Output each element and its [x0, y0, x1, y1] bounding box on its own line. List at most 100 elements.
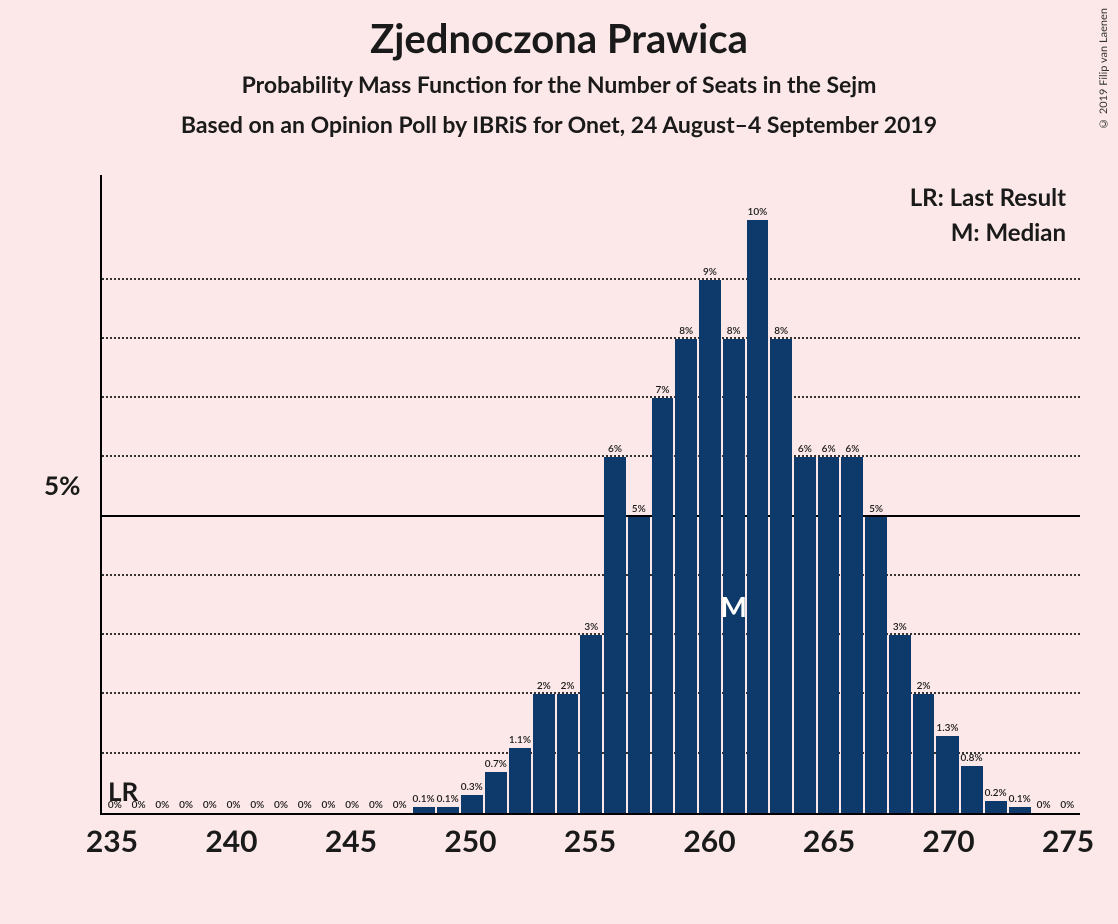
x-tick-label: 270 — [922, 823, 974, 859]
bar-seat-259: 8% — [675, 325, 697, 813]
bar-seat-258: 7% — [652, 384, 674, 813]
bar-value-label: 0% — [345, 799, 359, 811]
bar-value-label: 1.3% — [936, 722, 958, 734]
bar-value-label: 3% — [893, 621, 907, 633]
bar-rect — [913, 694, 935, 813]
bar-seat-265: 6% — [818, 443, 840, 813]
x-axis: 235240245250255260265270275 — [100, 815, 1080, 875]
lr-marker: LR — [108, 775, 138, 807]
chart-titles: Zjednoczona Prawica Probability Mass Fun… — [0, 0, 1118, 138]
bar-seat-273: 0.1% — [1009, 793, 1031, 813]
bar-rect — [985, 801, 1007, 813]
bar-rect — [818, 457, 840, 813]
bar-seat-246: 0% — [365, 799, 387, 813]
bar-seat-274: 0% — [1033, 799, 1055, 813]
bar-seat-261: 8%M — [723, 325, 745, 813]
bar-rect — [485, 772, 507, 813]
bar-seat-257: 5% — [628, 503, 650, 813]
bar-seat-241: 0% — [246, 799, 268, 813]
bar-seat-248: 0.1% — [413, 793, 435, 813]
x-tick-label: 275 — [1042, 823, 1094, 859]
bar-seat-263: 8% — [770, 325, 792, 813]
bar-rect — [1009, 807, 1031, 813]
bar-seat-250: 0.3% — [461, 781, 483, 813]
bar-rect — [652, 398, 674, 813]
title-main: Zjednoczona Prawica — [0, 14, 1118, 62]
bar-seat-251: 0.7% — [485, 758, 507, 813]
bar-value-label: 0% — [393, 799, 407, 811]
bar-seat-255: 3% — [580, 621, 602, 813]
bar-value-label: 0.1% — [1009, 793, 1031, 805]
bar-seat-244: 0% — [318, 799, 340, 813]
bar-rect — [841, 457, 863, 813]
bar-seat-272: 0.2% — [985, 787, 1007, 813]
x-tick-label: 255 — [564, 823, 616, 859]
bar-value-label: 3% — [584, 621, 598, 633]
plot-area: LR: Last Result M: Median 5% 0%0%0%0%0%0… — [100, 175, 1080, 815]
bar-value-label: 2% — [917, 680, 931, 692]
bar-value-label: 0% — [203, 799, 217, 811]
bar-rect — [628, 517, 650, 813]
bar-value-label: 0% — [369, 799, 383, 811]
bar-value-label: 0% — [179, 799, 193, 811]
bar-rect — [557, 694, 579, 813]
bar-value-label: 0% — [1037, 799, 1051, 811]
bar-value-label: 1.1% — [509, 734, 531, 746]
bar-seat-243: 0% — [294, 799, 316, 813]
bar-rect — [936, 736, 958, 813]
bar-value-label: 0% — [1060, 799, 1074, 811]
bar-seat-268: 3% — [889, 621, 911, 813]
bar-value-label: 5% — [632, 503, 646, 515]
bar-seat-271: 0.8% — [961, 752, 983, 813]
bar-seat-269: 2% — [913, 680, 935, 813]
x-tick-label: 265 — [803, 823, 855, 859]
bar-seat-253: 2% — [533, 680, 555, 813]
bar-value-label: 9% — [703, 266, 717, 278]
bar-seat-238: 0% — [175, 799, 197, 813]
copyright-text: © 2019 Filip van Laenen — [1097, 8, 1110, 130]
bar-value-label: 7% — [656, 384, 670, 396]
bar-value-label: 0.7% — [485, 758, 507, 770]
bar-rect — [580, 635, 602, 813]
chart-area: LR: Last Result M: Median 5% 0%0%0%0%0%0… — [40, 175, 1100, 875]
x-tick-label: 235 — [86, 823, 138, 859]
bar-seat-260: 9% — [699, 266, 721, 813]
bar-rect — [675, 339, 697, 813]
bar-value-label: 6% — [608, 443, 622, 455]
bar-value-label: 6% — [845, 443, 859, 455]
bar-value-label: 0% — [298, 799, 312, 811]
bar-value-label: 2% — [561, 680, 575, 692]
bar-seat-266: 6% — [841, 443, 863, 813]
bar-rect — [747, 220, 769, 813]
bar-rect — [413, 807, 435, 813]
bar-seat-240: 0% — [223, 799, 245, 813]
bar-seat-254: 2% — [557, 680, 579, 813]
bar-value-label: 8% — [679, 325, 693, 337]
bar-value-label: 6% — [822, 443, 836, 455]
x-tick-label: 245 — [325, 823, 377, 859]
bar-value-label: 0.1% — [437, 793, 459, 805]
bar-seat-237: 0% — [151, 799, 173, 813]
bar-seat-249: 0.1% — [437, 793, 459, 813]
bar-value-label: 0% — [322, 799, 336, 811]
bar-value-label: 0% — [274, 799, 288, 811]
bar-value-label: 8% — [727, 325, 741, 337]
bar-rect — [604, 457, 626, 813]
bar-seat-245: 0% — [341, 799, 363, 813]
bar-rect — [865, 517, 887, 813]
bar-rect — [533, 694, 555, 813]
bar-value-label: 0% — [227, 799, 241, 811]
bar-value-label: 6% — [798, 443, 812, 455]
bar-rect — [723, 339, 745, 813]
bar-value-label: 0.8% — [961, 752, 983, 764]
bar-rect — [770, 339, 792, 813]
bar-seat-239: 0% — [199, 799, 221, 813]
bar-seat-264: 6% — [794, 443, 816, 813]
bar-rect — [961, 766, 983, 813]
bar-seat-256: 6% — [604, 443, 626, 813]
bar-value-label: 0% — [155, 799, 169, 811]
bar-value-label: 0.3% — [461, 781, 483, 793]
bar-rect — [699, 280, 721, 813]
bar-rect — [461, 795, 483, 813]
x-tick-label: 260 — [683, 823, 735, 859]
